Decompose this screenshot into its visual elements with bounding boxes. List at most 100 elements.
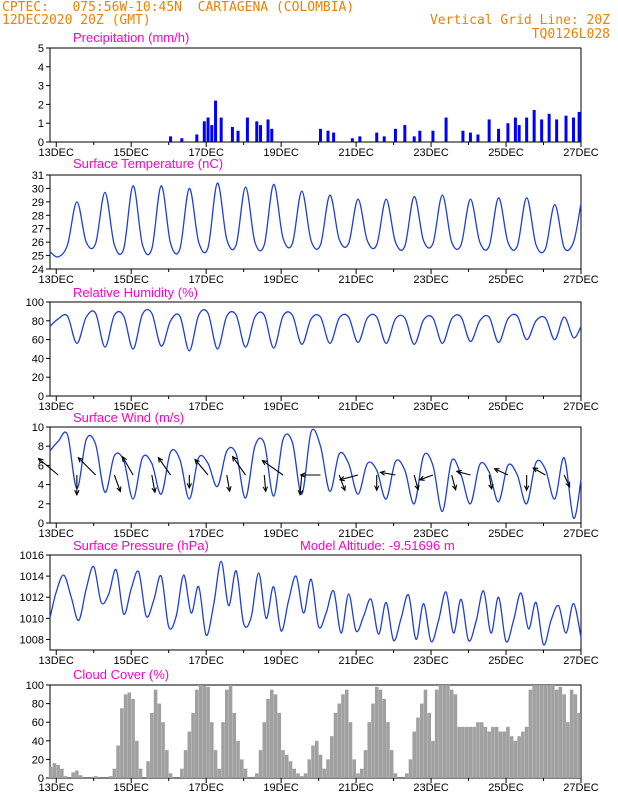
x-tick-label: 13DEC: [39, 655, 75, 667]
cloud-bar: [532, 685, 536, 778]
cloud-bar: [326, 759, 330, 778]
precip-bar: [326, 130, 330, 142]
wind-arrow: [186, 475, 192, 490]
x-tick-label: 25DEC: [488, 528, 524, 540]
x-tick-label: 27DEC: [563, 401, 599, 413]
wind-arrow: [121, 455, 134, 476]
panel-title: Precipitation (mm/h): [73, 30, 189, 45]
header-date: 12DEC2020 20Z (GMT): [2, 13, 151, 28]
precip-bar: [555, 119, 559, 142]
plot-frame: [49, 554, 582, 651]
cloud-bar: [243, 768, 248, 778]
plot-frame: [49, 174, 582, 270]
cloud-bar: [75, 770, 79, 778]
x-tick-label: 19DEC: [263, 274, 299, 286]
y-tick-label: 10: [32, 422, 44, 434]
wind-arrow: [532, 467, 546, 476]
x-tick-label: 23DEC: [413, 147, 449, 159]
cloud-bar: [506, 726, 510, 778]
y-tick-label: 5: [38, 43, 44, 55]
cloud-bar: [341, 694, 345, 778]
wind-arrow: [374, 475, 380, 492]
precip-bar: [572, 117, 576, 142]
x-tick-label: 13DEC: [39, 274, 75, 286]
precip-bar: [564, 115, 568, 142]
cloud-bar: [93, 776, 98, 778]
cloud-bar: [303, 773, 308, 778]
x-tick-label: 23DEC: [413, 655, 449, 667]
cloud-bar: [476, 722, 480, 778]
wind-arrow: [226, 474, 232, 493]
plot-frame: [49, 426, 582, 524]
cloud-bar: [374, 686, 379, 778]
cloud-bar: [131, 698, 135, 778]
cloud-bar: [56, 764, 60, 778]
cloud-bar: [153, 689, 158, 778]
precip-bar: [540, 119, 544, 142]
precip-bar: [577, 111, 581, 142]
cloud-bar: [195, 689, 199, 778]
cloud-bar: [363, 750, 368, 778]
cloud-bar: [566, 722, 570, 778]
cloud-bar: [150, 712, 154, 778]
x-tick-label: 27DEC: [563, 782, 599, 794]
cloud-bar: [299, 776, 304, 778]
precip-bar: [487, 119, 491, 142]
x-tick-label: 15DEC: [113, 147, 149, 159]
panel-title: Cloud Cover (%): [73, 667, 169, 682]
cloud-bar: [311, 745, 315, 778]
cloud-bar: [191, 712, 195, 778]
y-tick-label: 1012: [20, 592, 44, 604]
cloud-bar: [48, 766, 53, 778]
cloud-bar: [277, 712, 282, 778]
x-tick-label: 21DEC: [338, 782, 374, 794]
x-tick-label: 15DEC: [113, 782, 149, 794]
wind-arrow: [261, 459, 284, 476]
precip-bar: [332, 132, 336, 142]
wind-arrow: [338, 474, 346, 492]
cloud-bar: [322, 768, 327, 778]
header: CPTEC: 075:56W-10:45N CARTAGENA (COLOMBI…: [2, 0, 610, 42]
cloud-bar: [434, 689, 439, 778]
x-tick-label: 21DEC: [338, 147, 374, 159]
cloud-bar: [352, 759, 357, 778]
cloud-bar: [135, 740, 139, 778]
x-tick-label: 25DEC: [488, 782, 524, 794]
x-tick-label: 13DEC: [39, 528, 75, 540]
x-tick-label: 17DEC: [188, 401, 224, 413]
x-tick-label: 13DEC: [39, 147, 75, 159]
precip-bar: [266, 119, 270, 142]
precip-bar: [444, 117, 448, 142]
wind-arrow: [297, 474, 304, 496]
cloud-bar: [348, 722, 353, 778]
precip-bar: [393, 128, 397, 142]
cloud-bar: [183, 750, 188, 778]
cloud-bar: [225, 689, 229, 778]
precip-bar: [245, 117, 249, 142]
cloud-bar: [464, 726, 469, 778]
cloud-bar: [359, 768, 364, 778]
cloud-bar: [210, 722, 214, 778]
precip-bar: [461, 130, 465, 142]
temp-line: [49, 182, 582, 258]
cloud-bar: [509, 736, 514, 778]
cloud-bar: [431, 740, 435, 778]
precip-bar: [219, 117, 223, 142]
x-tick-label: 19DEC: [263, 147, 299, 159]
y-tick-label: 25: [32, 251, 44, 263]
y-tick-label: 0: [38, 518, 44, 530]
x-tick-label: 21DEC: [338, 401, 374, 413]
wind-arrow: [262, 474, 268, 493]
y-tick-label: 2: [38, 499, 44, 511]
x-tick-label: 13DEC: [39, 401, 75, 413]
y-tick-label: 8: [38, 441, 44, 453]
cloud-bar: [468, 726, 473, 778]
cloud-bar: [487, 731, 491, 778]
precip-bar: [382, 136, 386, 142]
cloud-bar: [453, 694, 458, 778]
y-tick-label: 28: [32, 210, 44, 222]
wind-arrow: [77, 456, 96, 476]
wind-arrow: [151, 474, 157, 494]
precip-bar: [431, 130, 435, 142]
cloud-bar: [329, 736, 334, 778]
